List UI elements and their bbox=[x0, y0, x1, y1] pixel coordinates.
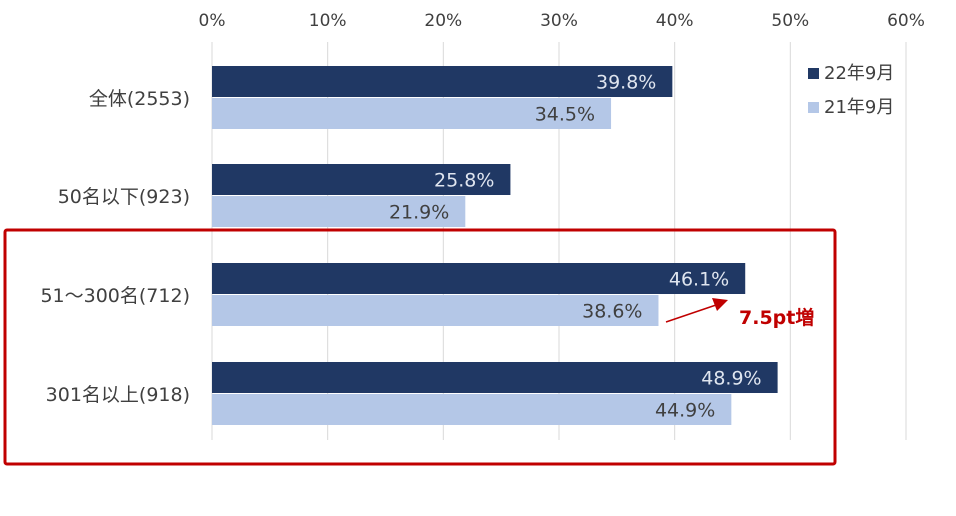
legend-swatch bbox=[808, 102, 819, 113]
x-tick-label: 60% bbox=[887, 11, 925, 31]
legend: 22年9月 21年9月 bbox=[808, 63, 894, 118]
data-labels: 39.8%34.5% 25.8% 21.9% 46.1% 38.6% 48.9% 44.9% bbox=[389, 72, 762, 422]
data-label: 38.6% bbox=[582, 301, 642, 323]
category-label: 51～300名(712) bbox=[40, 285, 190, 307]
x-tick-label: 20% bbox=[424, 11, 462, 31]
annotation-arrow bbox=[665, 304, 717, 323]
data-label: 21.9% bbox=[389, 202, 449, 224]
x-tick-label: 50% bbox=[771, 11, 809, 31]
category-label: 全体(2553) bbox=[89, 88, 190, 110]
x-tick-label: 40% bbox=[656, 11, 694, 31]
category-label: 301名以上(918) bbox=[46, 384, 190, 406]
annotation-arrowhead bbox=[712, 298, 728, 311]
data-label: 25.8% bbox=[434, 170, 494, 192]
x-tick-label: 0% bbox=[199, 11, 226, 31]
bar bbox=[212, 263, 746, 294]
bar bbox=[212, 394, 732, 425]
data-label: 46.1% bbox=[669, 269, 729, 291]
x-tick-label: 30% bbox=[540, 11, 578, 31]
bars bbox=[212, 66, 778, 425]
bar bbox=[212, 362, 778, 393]
x-axis-ticks: 0% 10% 20% 30% 40% 50% 60% bbox=[199, 11, 925, 31]
data-label: 39.8% bbox=[596, 72, 656, 94]
bar bbox=[212, 295, 659, 326]
bar bbox=[212, 196, 466, 227]
bar bbox=[212, 98, 612, 129]
annotation: 7.5pt増 bbox=[665, 298, 814, 329]
bar bbox=[212, 66, 673, 97]
data-label: 48.9% bbox=[701, 368, 761, 390]
data-label: 34.5% bbox=[535, 104, 595, 126]
category-labels: 全体(2553) 50名以下(923) 51～300名(712) 301名以上(918… bbox=[40, 88, 190, 406]
category-label: 50名以下(923) bbox=[58, 186, 190, 208]
highlight-box bbox=[3, 228, 837, 466]
legend-label: 22年9月 bbox=[824, 63, 894, 84]
annotation-text: 7.5pt増 bbox=[739, 306, 814, 329]
legend-label: 21年9月 bbox=[824, 97, 894, 118]
bar bbox=[212, 164, 511, 195]
x-tick-label: 10% bbox=[309, 11, 347, 31]
data-label: 44.9% bbox=[655, 400, 715, 422]
legend-swatch bbox=[808, 68, 819, 79]
